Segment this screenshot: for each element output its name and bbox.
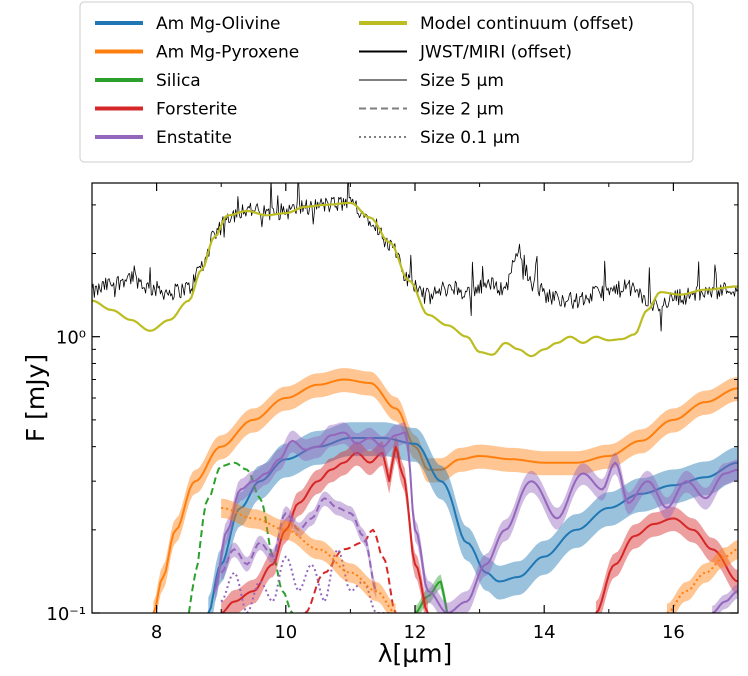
x-tick-label-16: 16: [662, 622, 685, 643]
series-line-silica-2um: [187, 461, 294, 613]
series-line-am-mg-pyroxene: [152, 378, 738, 613]
x-tick-label-8: 8: [151, 622, 162, 643]
legend: Am Mg-Olivine Am Mg-Pyroxene Silica Forster…: [79, 1, 694, 163]
series-line-silica-5um: [414, 580, 449, 613]
series-line-enstatite-5um: [213, 431, 738, 613]
legend-label-2: Silica: [156, 71, 201, 91]
x-tick-label-14: 14: [533, 622, 556, 643]
legend-label-1: Am Mg-Pyroxene: [156, 43, 299, 63]
legend-label-6: JWST/MIRI (offset): [419, 43, 572, 63]
series-line-jwst-miri-offset: [92, 183, 738, 332]
series-band-am-mg-pyroxene-0-1um-right: [666, 540, 738, 613]
legend-label-4: Enstatite: [156, 128, 232, 148]
series-line-forsterite-2um: [304, 528, 397, 613]
legend-label-9: Size 0.1 μm: [420, 128, 520, 148]
y-tick-label-1: 10⁰: [56, 328, 86, 349]
legend-label-5: Model continuum (offset): [420, 14, 634, 34]
series-line-enstatite-2um: [220, 497, 378, 592]
series-line-forsterite-5um: [220, 445, 429, 613]
series-band-am-mg-pyroxene-0-1um: [221, 498, 396, 613]
legend-label-7: Size 5 μm: [420, 71, 504, 91]
series-band-enstatite-5um: [214, 422, 738, 613]
series-line-forsterite-5um-right: [595, 517, 738, 613]
series-line-enstatite-right-tail: [711, 590, 738, 613]
series-line-enstatite-0-1um: [220, 548, 390, 613]
series-line-am-mg-pyroxene-0-1um-right: [666, 548, 738, 613]
series-line-am-mg-olivine: [207, 437, 738, 613]
series-line-am-mg-pyroxene-0-1um: [221, 506, 397, 613]
legend-label-3: Forsterite: [156, 100, 237, 120]
plot-frame: [91, 182, 739, 614]
series-band-forsterite-5um-right: [595, 507, 738, 613]
y-axis-label: F [mJy]: [21, 354, 50, 442]
series-band-forsterite-5um: [221, 435, 428, 613]
series-line-model-continuum-offset: [92, 201, 738, 358]
x-tick-label-12: 12: [404, 622, 427, 643]
x-tick-label-10: 10: [274, 622, 297, 643]
y-tick-label-0.1: 10⁻¹: [46, 604, 86, 625]
x-axis-label: λ[μm]: [378, 639, 453, 668]
legend-label-8: Size 2 μm: [420, 100, 504, 120]
legend-label-0: Am Mg-Olivine: [156, 14, 281, 34]
axis-ticks: 8 10 12 14 16 10⁻¹ 10⁰: [46, 183, 739, 643]
legend-box: [79, 1, 694, 163]
series-layer: [92, 183, 738, 613]
